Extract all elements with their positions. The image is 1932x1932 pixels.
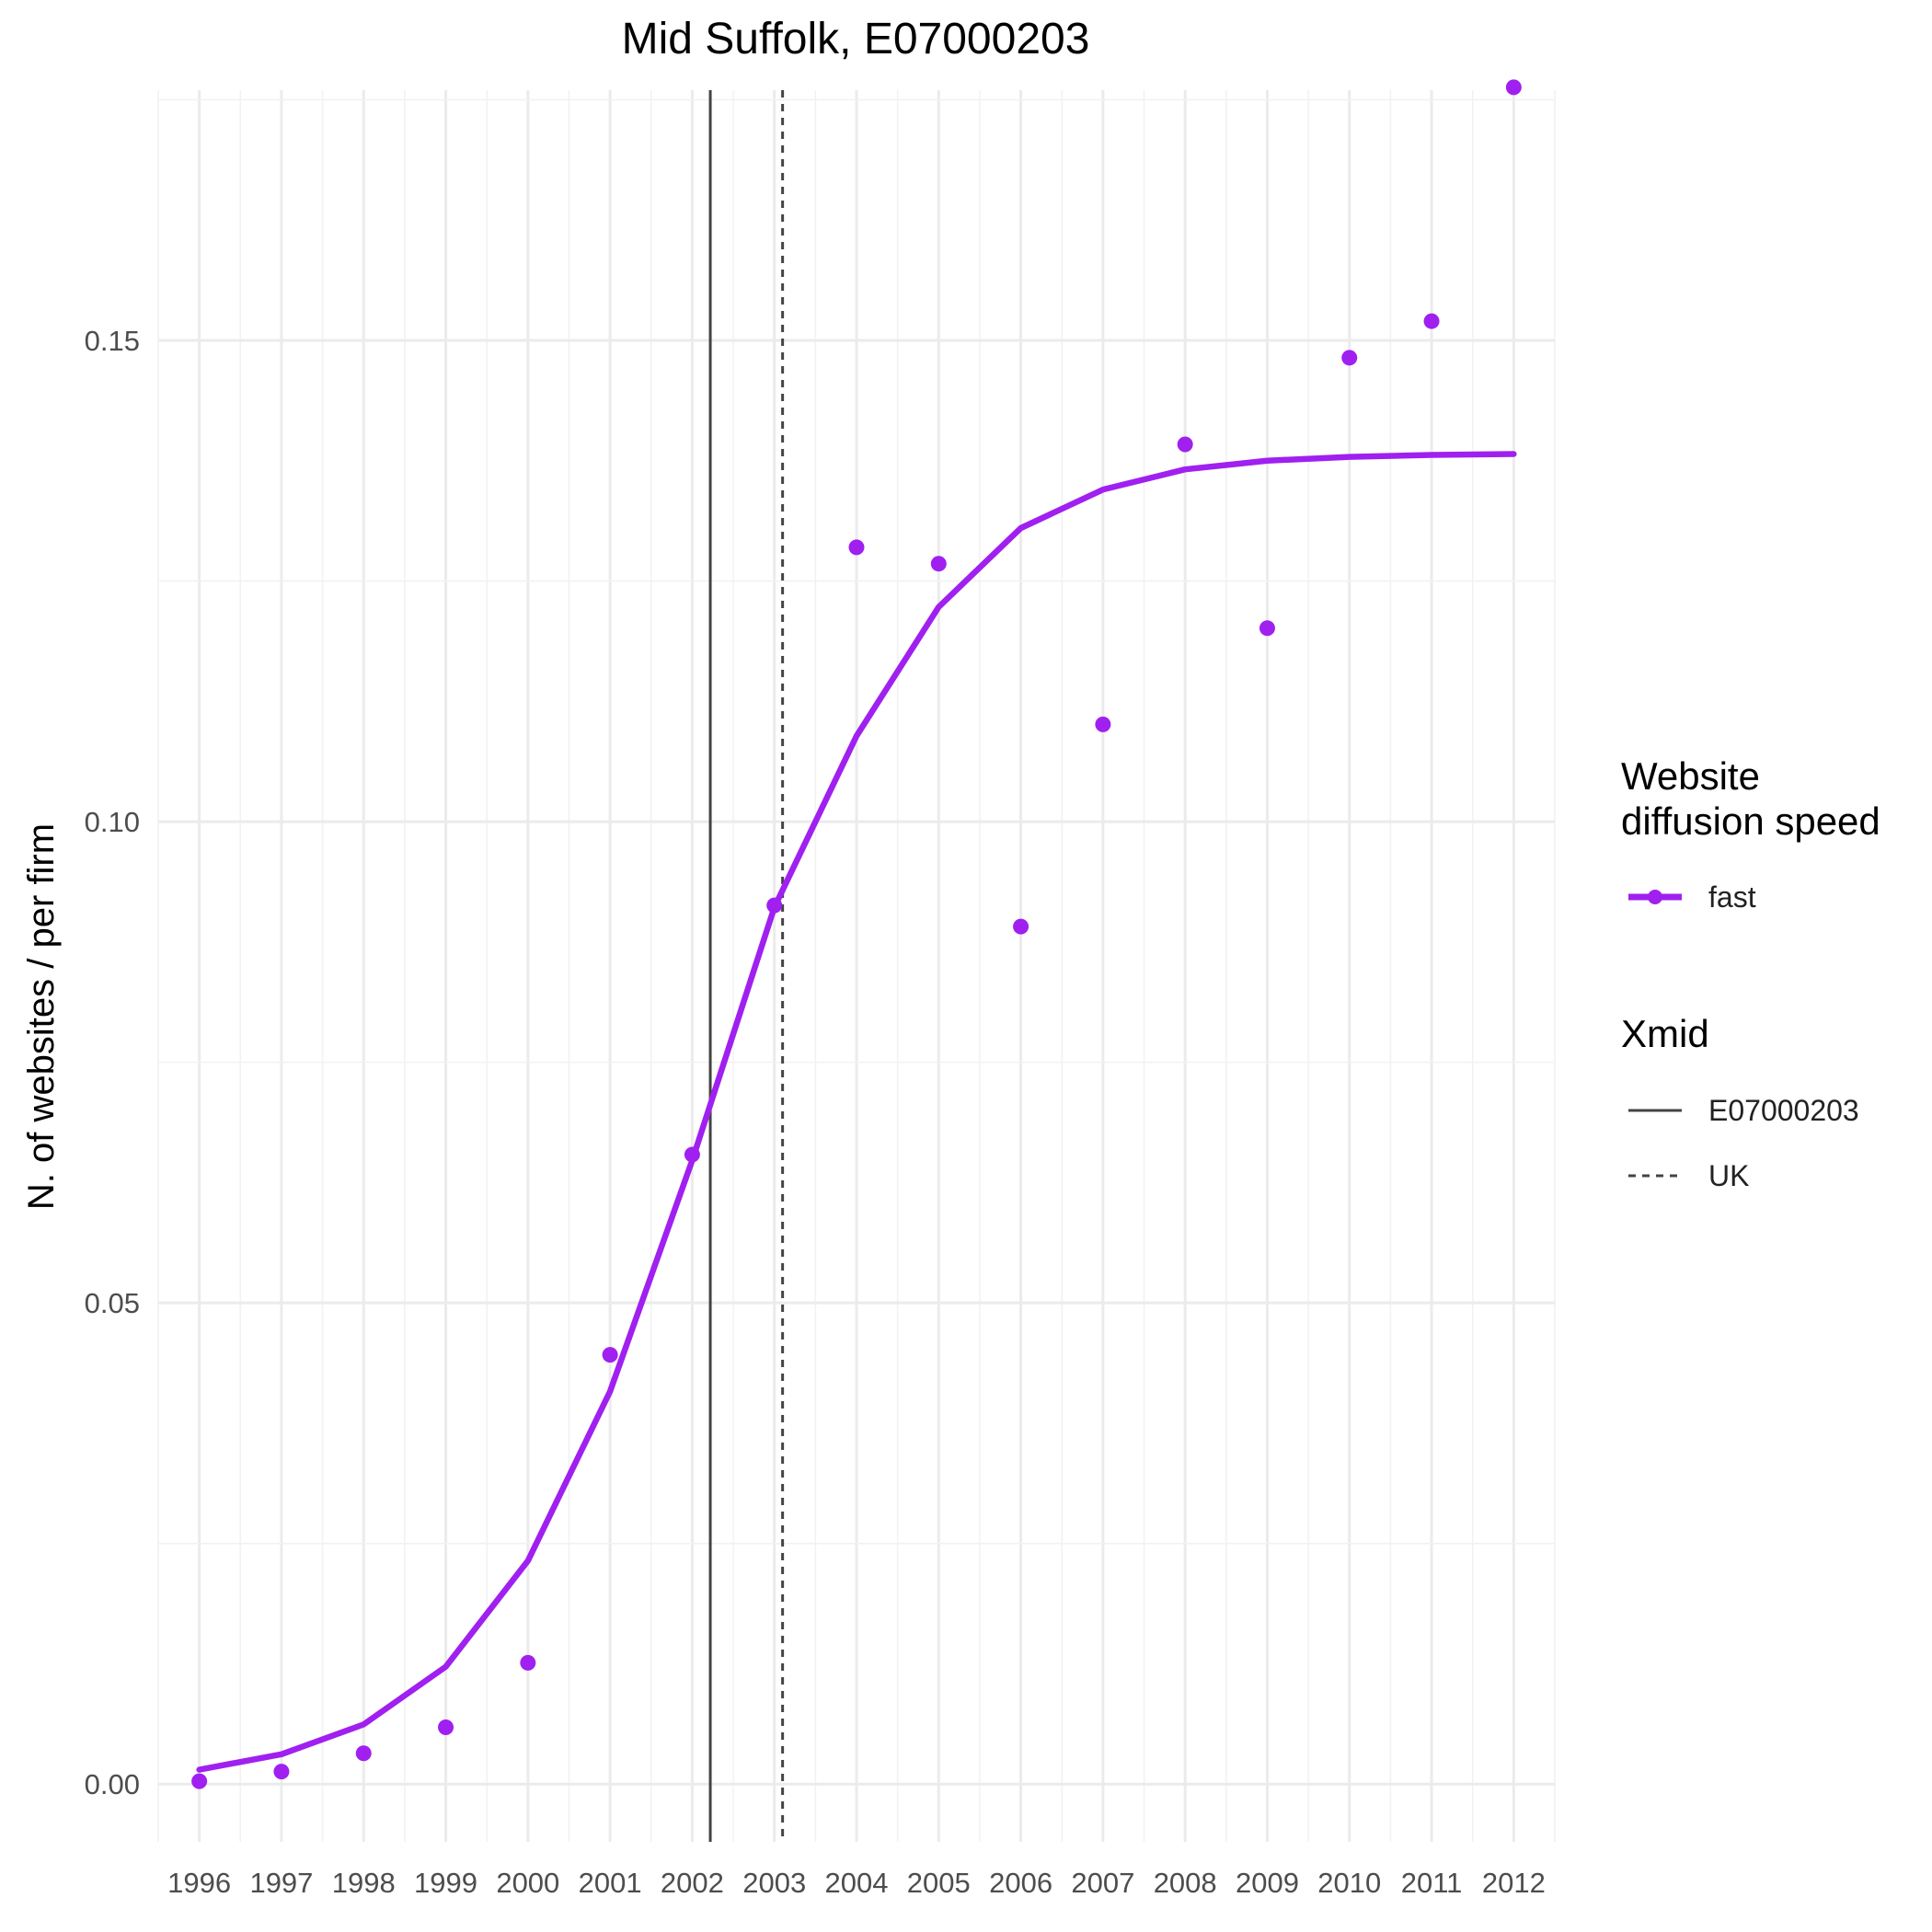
data-point xyxy=(602,1347,618,1363)
y-tick-label: 0.15 xyxy=(85,325,140,357)
data-point xyxy=(438,1719,454,1736)
data-point xyxy=(930,556,947,572)
legend-speed-title-line1: Website xyxy=(1621,754,1760,798)
data-point xyxy=(1423,313,1440,329)
x-tick-label: 2006 xyxy=(989,1867,1052,1899)
data-point xyxy=(1177,436,1193,453)
x-tick-label: 2001 xyxy=(579,1867,642,1899)
chart-title: Mid Suffolk, E07000203 xyxy=(622,15,1090,63)
x-tick-label: 1996 xyxy=(167,1867,231,1899)
data-point xyxy=(766,897,783,914)
x-tick-labels: 1996 1997 1998 1999 2000 2001 2002 2003 2004 2005… xyxy=(167,1867,1546,1899)
y-tick-label: 0.00 xyxy=(85,1768,140,1800)
legend-speed-title-line2: diffusion speed xyxy=(1621,799,1880,843)
x-tick-label: 2011 xyxy=(1401,1867,1463,1899)
x-tick-label: 1999 xyxy=(414,1867,477,1899)
data-point xyxy=(191,1773,208,1789)
series-fitted-line xyxy=(196,451,1517,1773)
data-point xyxy=(520,1654,536,1671)
x-tick-label: 2010 xyxy=(1317,1867,1381,1899)
x-tick-label: 2002 xyxy=(661,1867,724,1899)
legend-xmid-title: Xmid xyxy=(1621,1012,1709,1055)
data-point xyxy=(1095,716,1111,732)
data-point xyxy=(1259,620,1275,637)
data-point xyxy=(684,1146,700,1163)
x-tick-label: 2000 xyxy=(496,1867,559,1899)
x-tick-label: 2007 xyxy=(1071,1867,1134,1899)
data-point xyxy=(1505,79,1522,96)
grid xyxy=(157,90,1556,1842)
x-tick-label: 2012 xyxy=(1482,1867,1546,1899)
x-tick-label: 2004 xyxy=(825,1867,889,1899)
x-tick-label: 2009 xyxy=(1236,1867,1299,1899)
legend-fast-point xyxy=(1648,890,1662,904)
data-point xyxy=(355,1745,372,1762)
data-point xyxy=(273,1764,290,1780)
data-point xyxy=(1341,350,1358,366)
x-tick-label: 2003 xyxy=(742,1867,806,1899)
y-tick-label: 0.05 xyxy=(85,1287,140,1319)
legend-fast-label: fast xyxy=(1708,880,1756,914)
legend-xmid-uk-label: UK xyxy=(1708,1159,1749,1192)
y-tick-label: 0.10 xyxy=(85,806,140,838)
data-point xyxy=(848,539,865,556)
legend-xmid-e07000203-label: E07000203 xyxy=(1708,1094,1859,1127)
y-axis-label: N. of websites / per firm xyxy=(21,823,62,1210)
reference-lines xyxy=(708,90,785,1842)
series-layer xyxy=(191,79,1522,1789)
x-tick-label: 2008 xyxy=(1154,1867,1217,1899)
x-tick-label: 2005 xyxy=(907,1867,971,1899)
x-tick-label: 1998 xyxy=(332,1867,396,1899)
data-point xyxy=(1013,918,1029,935)
y-tick-labels: 0.00 0.05 0.10 0.15 xyxy=(85,325,140,1800)
x-tick-label: 1997 xyxy=(249,1867,313,1899)
legend: Website diffusion speed fast Xmid E07000… xyxy=(1621,754,1880,1192)
